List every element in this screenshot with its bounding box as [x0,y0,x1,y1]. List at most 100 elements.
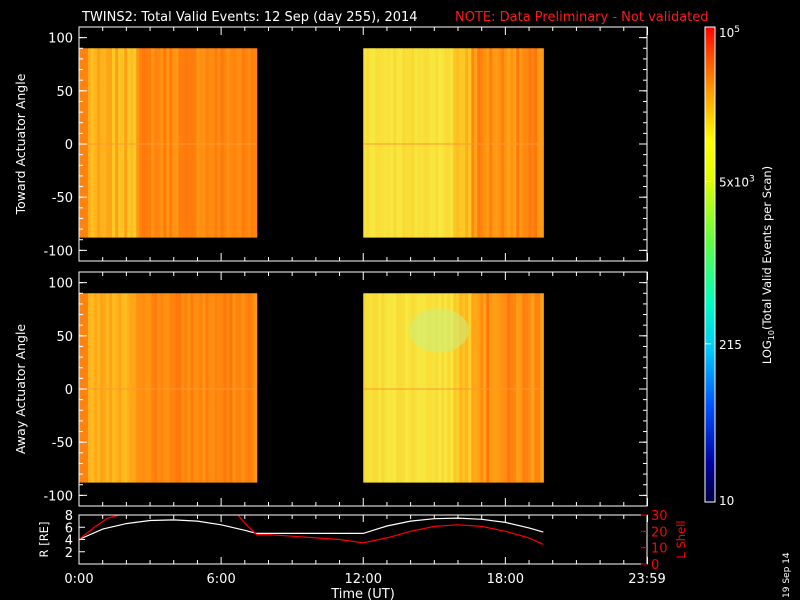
heatmap-column [450,48,454,238]
heatmap-column [462,48,466,238]
heatmap-column [208,48,213,238]
heatmap-column [118,48,122,238]
heatmap-column [402,48,406,238]
heatmap-column [396,48,400,238]
heatmap-column [531,48,535,238]
heatmap-column [217,48,222,238]
heatmap-column [229,48,234,238]
heatmap-column [510,48,514,238]
heatmap-column [516,48,520,238]
heatmap-column [127,293,131,483]
heatmap-column [396,293,400,483]
heatmap-column [217,293,222,483]
heatmap-column [82,293,86,483]
heatmap-column [193,293,198,483]
y-tick-label: 100 [48,32,73,47]
heatmap-column [498,48,502,238]
heatmap-column [124,293,128,483]
x-tick-label: 12:00 [345,572,382,587]
heatmap-column [112,293,116,483]
heatmap-column [378,48,382,238]
colorbar-tick-label: 105 [719,25,740,40]
heatmap-column [214,293,219,483]
heatmap-column [366,48,370,238]
heatmap-column [142,293,146,483]
x-tick-label: 23:59 [628,572,665,587]
heatmap-column [495,293,499,483]
heatmap-column [130,48,134,238]
heatmap-column [232,293,237,483]
heatmap-column [507,293,511,483]
heatmap-column [133,293,137,483]
y-axis-label: R [RE] [37,522,51,558]
heatmap-column [492,293,496,483]
heatmap-column [411,293,415,483]
y-tick-label: 0 [65,383,73,398]
heatmap-column [435,293,439,483]
heatmap-column [169,293,173,483]
heatmap-column [513,293,517,483]
heatmap-column [238,48,243,238]
heatmap-column [375,293,379,483]
heatmap-column [196,48,201,238]
heatmap-column [178,293,182,483]
heatmap-column [154,48,158,238]
heatmap-column [145,293,149,483]
heatmap-column [88,293,92,483]
heatmap-column [223,48,228,238]
heatmap-column [504,48,508,238]
heatmap-column [447,48,451,238]
heatmap-column [474,293,478,483]
heatmap-column [378,293,382,483]
heatmap-column [438,293,442,483]
heatmap-column [507,48,511,238]
heatmap-column [85,48,89,238]
heatmap-column [121,48,125,238]
heatmap-column [528,48,532,238]
heatmap-column [130,293,134,483]
heatmap-column [106,293,110,483]
heatmap-column [441,293,445,483]
heatmap-column [471,48,475,238]
date-stamp: 19 Sep 14 [782,552,792,598]
heatmap-column [109,293,113,483]
panel-frame [78,514,648,565]
heatmap-column [501,293,505,483]
heatmap-column [414,48,418,238]
heatmap-column [94,48,98,238]
heatmap-column [121,293,125,483]
heatmap-column [489,48,493,238]
heatmap-column [492,48,496,238]
heatmap-column [390,293,394,483]
heatmap-column [474,48,478,238]
heatmap-column [465,293,469,483]
heatmap-column [468,48,472,238]
y-tick-label: 0 [65,138,73,153]
heatmap-column [178,48,182,238]
y-right-tick-label: 30 [651,509,668,524]
heatmap-column [172,293,176,483]
heatmap-column [417,48,421,238]
heatmap-column [244,293,249,483]
heatmap-column [139,293,143,483]
heatmap-column [399,48,403,238]
heatmap-column [387,293,391,483]
heatmap-column [399,293,403,483]
y-right-tick-label: 10 [651,542,668,557]
heatmap-column [363,48,367,238]
heatmap-column [232,48,237,238]
heatmap-column [151,48,155,238]
heatmap-column [369,48,373,238]
heatmap-column [124,48,128,238]
heatmap-column [79,48,83,238]
heatmap-column [486,48,490,238]
heatmap-column [145,48,149,238]
heatmap-column [184,48,188,238]
heatmap-column [235,48,240,238]
heatmap-column [163,293,167,483]
heatmap-column [456,293,460,483]
heatmap-column [372,48,376,238]
heatmap-column [417,293,421,483]
heatmap-column [97,48,101,238]
heatmap-column [199,48,204,238]
